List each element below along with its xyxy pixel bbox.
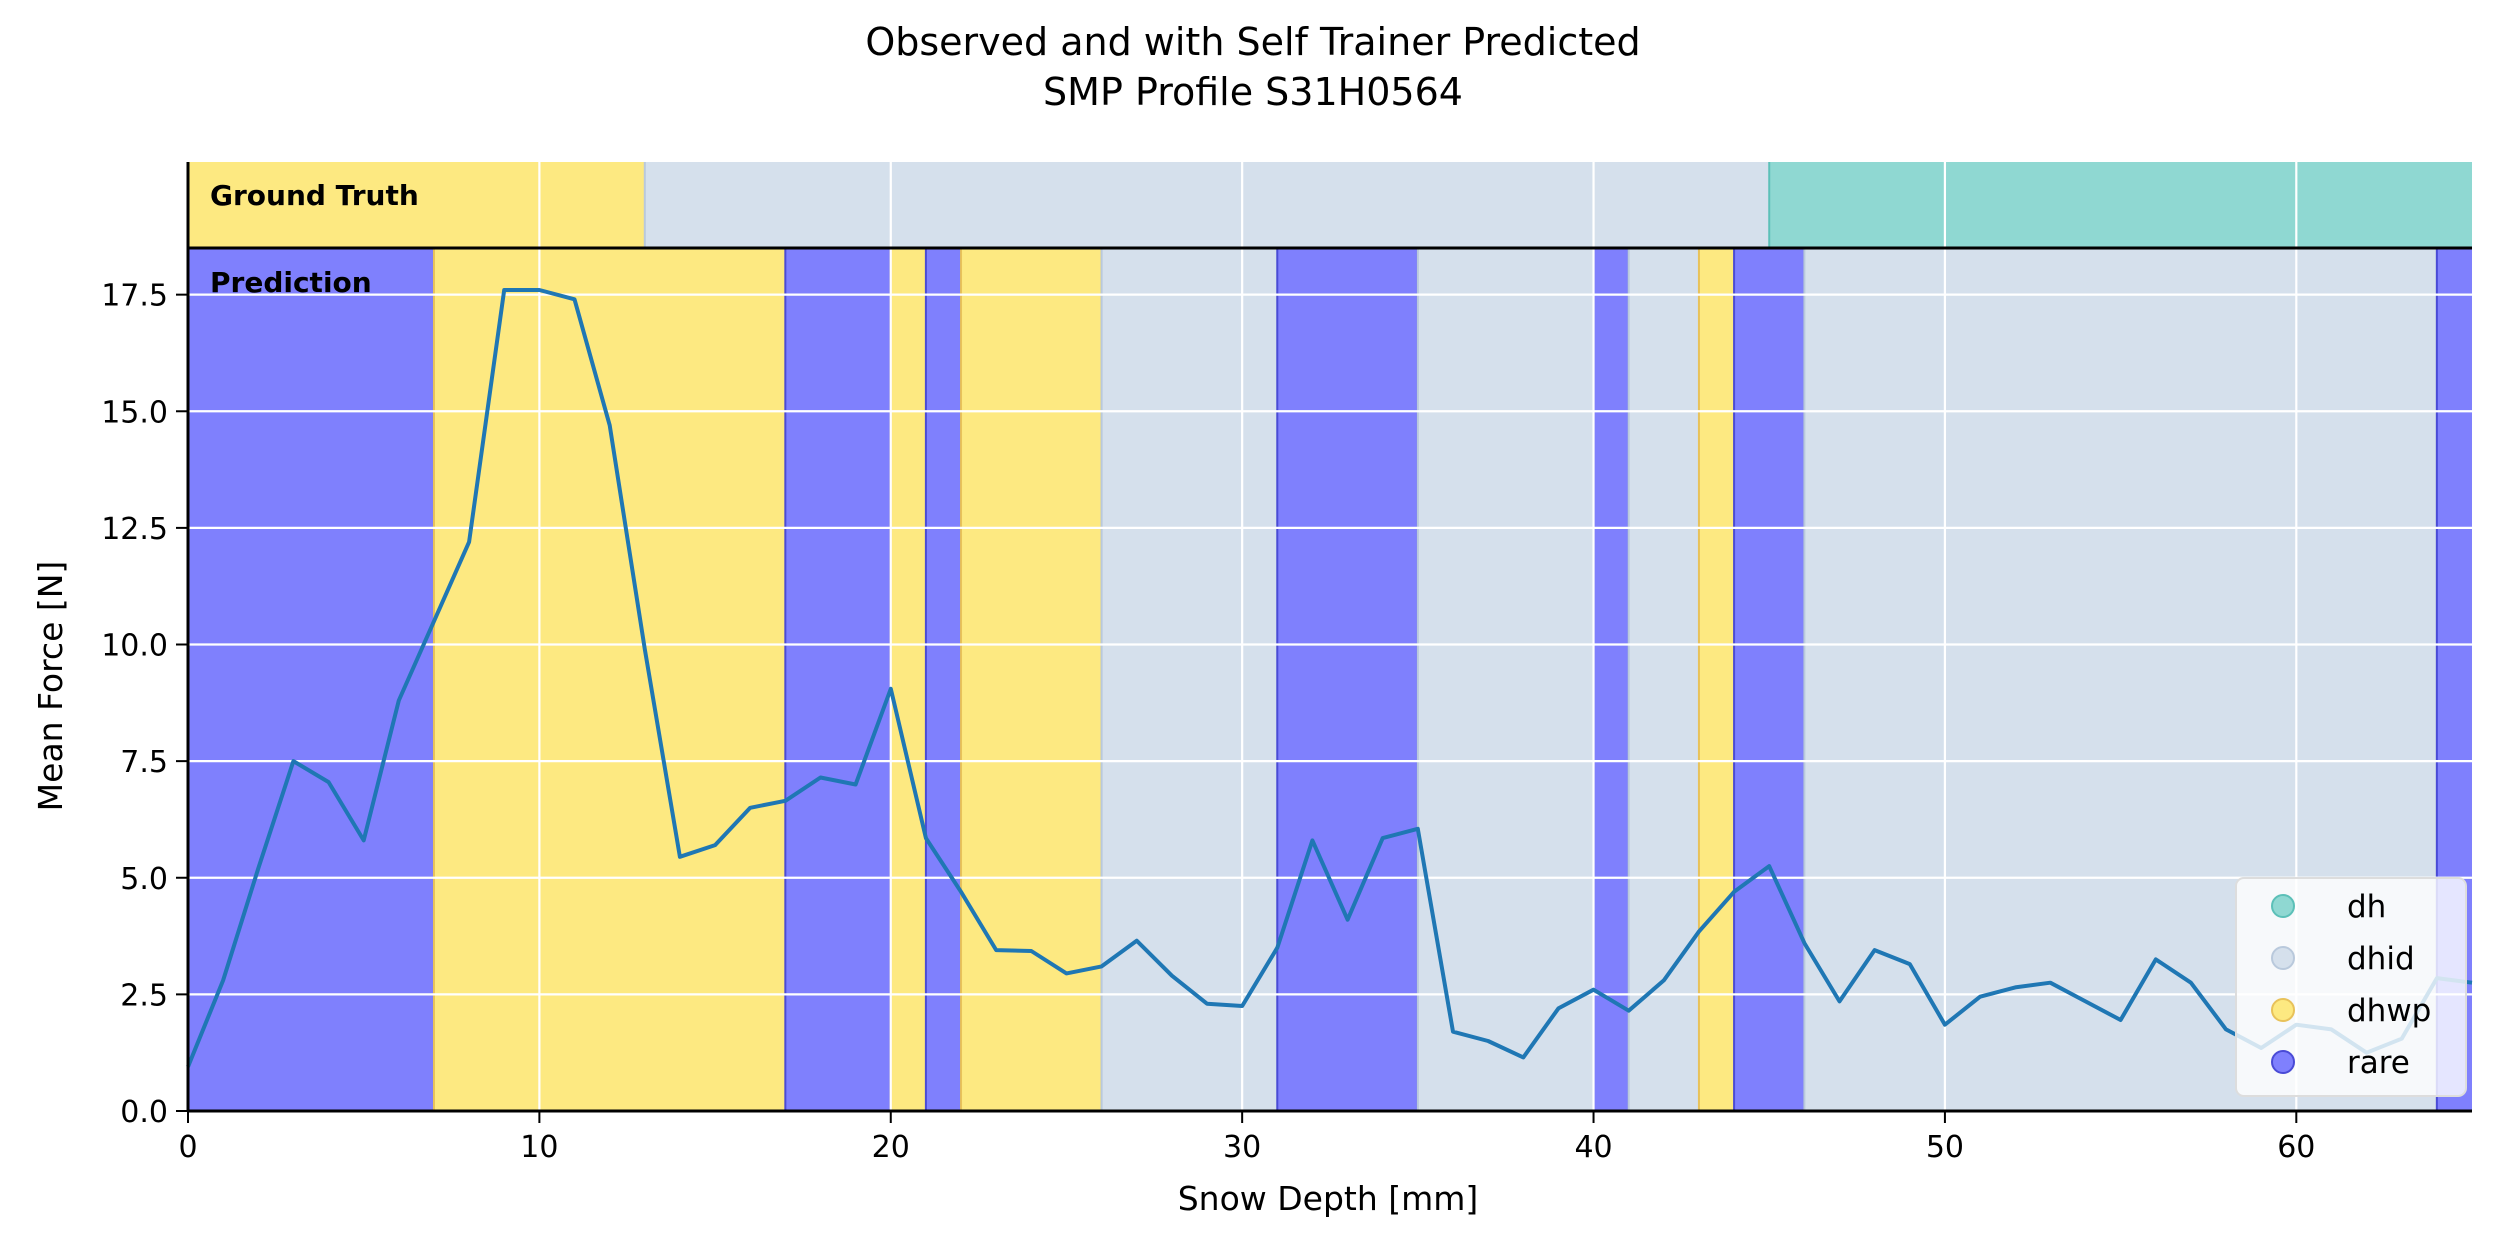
prediction-segment-dhid — [1101, 248, 1278, 1111]
y-axis-label: Mean Force [N] — [31, 561, 70, 812]
legend-box — [2235, 877, 2467, 1097]
legend-label-dhwp: dhwp — [2347, 993, 2431, 1029]
x-tick-label: 40 — [1574, 1130, 1612, 1165]
legend-label-dhid: dhid — [2347, 941, 2415, 977]
x-axis-label: Snow Depth [mm] — [1178, 1179, 1479, 1218]
prediction-segment-rare — [188, 248, 434, 1111]
axes: 0 10 20 30 40 50 60 0.0 2.5 5.0 7.5 10.0 12.5 15.0 17.… — [101, 162, 2472, 1165]
x-tick-label: 0 — [178, 1130, 197, 1165]
mean-force-line — [186, 288, 2473, 1068]
x-tick-label: 60 — [2277, 1130, 2315, 1165]
prediction-segment-rare — [1277, 248, 1418, 1111]
legend-marker-dhid — [2271, 946, 2295, 970]
x-tick-label: 50 — [1926, 1130, 1964, 1165]
ground-truth-label: Ground Truth — [210, 179, 419, 212]
x-tick-label: 30 — [1223, 1130, 1261, 1165]
prediction-segment-rare — [925, 248, 962, 1111]
prediction-segment-dhwp — [961, 248, 1102, 1111]
y-tick-label: 15.0 — [101, 395, 168, 430]
y-tick-label: 12.5 — [101, 512, 168, 547]
y-tick-label: 2.5 — [120, 978, 168, 1013]
chart-title: Observed and with Self Trainer Predicted — [865, 20, 1640, 64]
ground-truth-segment-dhid — [644, 162, 1770, 248]
chart-subtitle: SMP Profile S31H0564 — [1043, 70, 1463, 114]
legend-marker-rare — [2271, 1050, 2295, 1074]
y-tick-label: 7.5 — [120, 745, 168, 780]
prediction-segment-rare — [1734, 248, 1805, 1111]
y-tick-label: 17.5 — [101, 279, 168, 314]
ground-truth-band — [188, 162, 2472, 248]
legend: dh dhid dhwp rare — [2235, 877, 2467, 1097]
x-tick-label: 20 — [872, 1130, 910, 1165]
prediction-segment-rare — [1593, 248, 1629, 1111]
prediction-segment-dhid — [1628, 248, 1699, 1111]
prediction-band — [188, 248, 2472, 1111]
prediction-segment-rare — [785, 248, 891, 1111]
prediction-segment-dhwp — [1698, 248, 1735, 1111]
legend-marker-dhwp — [2271, 998, 2295, 1022]
legend-label-dh: dh — [2347, 889, 2386, 925]
series-layer — [186, 288, 2473, 1068]
ground-truth-segment-dh — [1769, 162, 2472, 248]
x-tick-label: 10 — [520, 1130, 558, 1165]
prediction-segment-dhwp — [433, 248, 786, 1111]
y-tick-label: 10.0 — [101, 629, 168, 664]
prediction-segment-dhwp — [890, 248, 926, 1111]
ground-truth-segment-dhwp — [188, 162, 645, 248]
y-tick-label: 5.0 — [120, 862, 168, 897]
prediction-label: Prediction — [210, 266, 372, 299]
y-tick-label: 0.0 — [120, 1095, 168, 1130]
legend-marker-dh — [2271, 894, 2295, 918]
prediction-segment-dhid — [1417, 248, 1594, 1111]
legend-label-rare: rare — [2347, 1045, 2410, 1081]
